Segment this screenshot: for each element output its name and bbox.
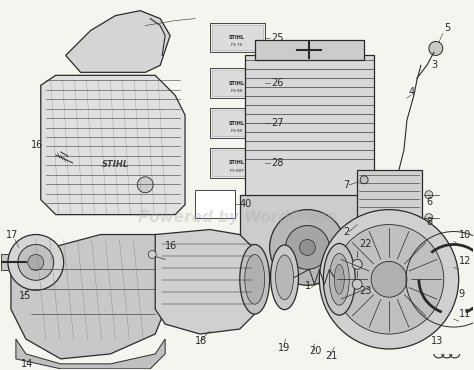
Bar [240, 195, 379, 279]
Circle shape [319, 210, 459, 349]
Text: 12: 12 [459, 256, 471, 266]
Text: 22: 22 [359, 239, 372, 249]
Ellipse shape [245, 255, 264, 304]
Circle shape [28, 255, 44, 270]
Text: 2: 2 [343, 226, 349, 236]
Text: FS 75: FS 75 [231, 43, 243, 47]
Text: 15: 15 [19, 291, 31, 301]
Polygon shape [16, 339, 165, 369]
Text: FS 85: FS 85 [231, 129, 243, 133]
Text: 21: 21 [325, 351, 338, 361]
Text: 6: 6 [427, 197, 433, 207]
Bar [212, 150, 263, 176]
Ellipse shape [275, 255, 293, 300]
Circle shape [18, 245, 54, 280]
Text: 5: 5 [444, 23, 450, 33]
Text: 26: 26 [272, 78, 284, 88]
Text: STIHL: STIHL [229, 121, 245, 125]
Text: 25: 25 [272, 33, 284, 43]
Text: 19: 19 [278, 343, 290, 353]
Circle shape [425, 213, 433, 222]
Text: 10: 10 [459, 229, 471, 239]
Ellipse shape [323, 243, 355, 315]
Bar [210, 68, 264, 98]
Bar [255, 40, 364, 60]
Circle shape [352, 259, 362, 269]
Polygon shape [155, 229, 255, 334]
Text: 8: 8 [427, 216, 433, 226]
Circle shape [352, 279, 362, 289]
Text: FS 80T: FS 80T [230, 169, 244, 173]
Bar [1, 255, 26, 270]
Circle shape [285, 226, 329, 269]
Text: STIHL: STIHL [229, 160, 245, 165]
Text: 20: 20 [310, 346, 322, 356]
Text: 28: 28 [272, 158, 284, 168]
Polygon shape [66, 11, 170, 72]
Ellipse shape [271, 245, 299, 310]
Bar [357, 170, 422, 225]
Bar [212, 70, 263, 96]
Bar [212, 110, 263, 136]
Bar [210, 23, 264, 53]
Text: 7: 7 [343, 180, 349, 190]
Circle shape [425, 191, 433, 199]
Text: STIHL: STIHL [229, 35, 245, 40]
Bar [195, 190, 235, 218]
Circle shape [8, 235, 64, 290]
Circle shape [360, 176, 368, 184]
Text: FS 80: FS 80 [231, 89, 243, 93]
Bar [245, 56, 374, 200]
Circle shape [137, 177, 153, 193]
Circle shape [148, 250, 156, 258]
Circle shape [371, 261, 407, 297]
Text: 23: 23 [359, 286, 372, 296]
Text: STIHL: STIHL [229, 81, 245, 86]
Text: Powered by WordPress: Powered by WordPress [138, 210, 336, 225]
Circle shape [270, 210, 345, 285]
Text: 13: 13 [431, 336, 443, 346]
Text: 27: 27 [272, 118, 284, 128]
Text: 14: 14 [21, 359, 33, 369]
Polygon shape [41, 75, 185, 215]
Text: 4: 4 [409, 87, 415, 97]
Circle shape [334, 225, 444, 334]
Text: 3: 3 [431, 60, 437, 70]
Bar [210, 148, 264, 178]
Bar [374, 269, 389, 309]
Bar [210, 108, 264, 138]
Text: STIHL: STIHL [102, 160, 129, 169]
Polygon shape [11, 235, 165, 359]
Text: 9: 9 [459, 289, 465, 299]
Ellipse shape [240, 245, 270, 314]
Text: 16: 16 [165, 242, 177, 252]
Ellipse shape [329, 253, 349, 305]
Text: 17: 17 [6, 229, 18, 239]
Text: 18: 18 [195, 336, 207, 346]
Text: 16: 16 [31, 140, 43, 150]
Circle shape [300, 239, 315, 255]
Circle shape [429, 41, 443, 55]
Bar [212, 24, 263, 50]
Bar [230, 269, 245, 309]
Text: 1: 1 [304, 281, 310, 291]
Ellipse shape [334, 265, 344, 294]
Text: 11: 11 [459, 309, 471, 319]
Text: 40: 40 [240, 199, 252, 209]
